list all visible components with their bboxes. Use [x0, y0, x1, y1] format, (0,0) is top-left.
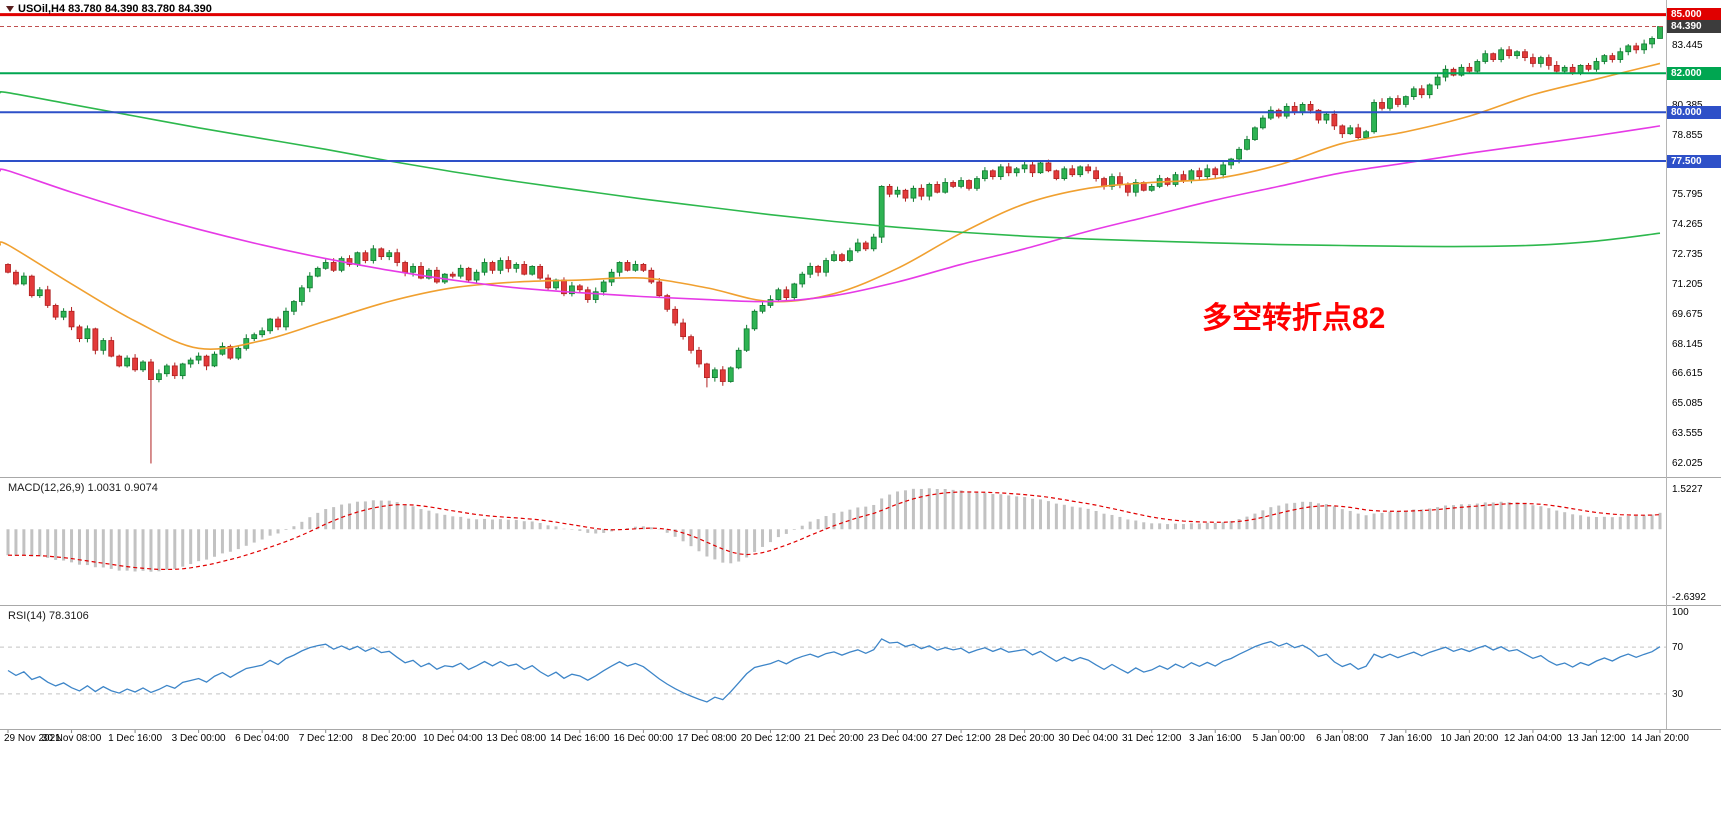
time-axis-label: 31 Dec 12:00: [1121, 733, 1182, 744]
time-axis-label: 6 Dec 04:00: [235, 733, 290, 744]
rsi-axis-label: 100: [1672, 607, 1689, 618]
ma-medium-line: [0, 125, 1661, 303]
price-axis-label: 74.265: [1672, 219, 1703, 231]
panel-divider: [0, 477, 1721, 478]
time-axis-label: 13 Jan 12:00: [1567, 733, 1626, 744]
price-axis-label: 65.085: [1672, 398, 1703, 410]
rsi-axis-label: 70: [1672, 642, 1684, 654]
rsi-line: [7, 638, 1661, 703]
time-axis-label: 7 Jan 16:00: [1379, 733, 1432, 744]
macd-layer: [6, 488, 1662, 572]
candles-layer: [5, 26, 1663, 464]
price-axis-label: 78.855: [1672, 129, 1703, 141]
price-axis-label: 83.445: [1672, 40, 1703, 51]
time-axis-label: 21 Dec 20:00: [804, 733, 864, 744]
hlines-layer: [0, 13, 1666, 163]
ma-slow-line: [0, 91, 1661, 248]
panel-divider: [0, 729, 1721, 730]
time-axis-label: 29 Nov 2021: [4, 733, 61, 744]
time-axis-label: 16 Dec 00:00: [613, 733, 674, 744]
time-axis-label: 17 Dec 08:00: [677, 733, 737, 744]
collapse-triangle-icon[interactable]: [6, 6, 14, 12]
price-badge-82.000[interactable]: 82.000: [1667, 66, 1721, 80]
time-axis-label: 13 Dec 08:00: [486, 733, 547, 744]
price-badge-80.000[interactable]: 80.000: [1667, 105, 1721, 119]
rsi-indicator-label: RSI(14) 78.3106: [8, 610, 89, 622]
macd-axis-label: 1.5227: [1672, 484, 1703, 495]
price-badge-85.000[interactable]: 85.000: [1667, 8, 1721, 22]
time-axis-label: 10 Jan 20:00: [1440, 733, 1499, 744]
time-axis-label: 3 Jan 16:00: [1189, 733, 1242, 744]
time-axis-label: 6 Jan 08:00: [1316, 733, 1369, 744]
time-axis-label: 14 Jan 20:00: [1631, 733, 1689, 744]
rsi-axis-label: 30: [1672, 688, 1684, 700]
time-axis-label: 12 Jan 04:00: [1504, 733, 1562, 744]
price-axis-label: 68.145: [1672, 338, 1703, 350]
time-axis-label: 30 Dec 04:00: [1058, 733, 1118, 744]
time-axis-label: 30 Nov 08:00: [41, 733, 102, 744]
price-badge-77.500[interactable]: 77.500: [1667, 154, 1721, 168]
macd-signal-value: 0.9074: [124, 482, 158, 494]
price-axis-label: 72.735: [1672, 248, 1703, 260]
symbol-ohlc-text: USOil,H4 83.780 84.390 83.780 84.390: [18, 3, 212, 15]
time-axis-label: 1 Dec 16:00: [108, 733, 163, 744]
ma-layer: [0, 62, 1661, 350]
price-axis-label: 75.795: [1672, 189, 1703, 201]
price-axis-label: 63.555: [1672, 428, 1703, 440]
time-axis-label: 10 Dec 04:00: [423, 733, 483, 744]
rsi-value: 78.3106: [48, 610, 89, 622]
macd-main-value: 1.0031: [87, 482, 122, 494]
macd-name: MACD(12,26,9): [8, 482, 85, 494]
price-axis-label: 62.025: [1672, 457, 1703, 469]
price-axis-label: 66.615: [1672, 368, 1703, 380]
time-axis-label: 8 Dec 20:00: [362, 733, 417, 744]
time-axis-label: 28 Dec 20:00: [994, 733, 1055, 744]
ma-fast-line: [0, 62, 1661, 350]
macd-axis-label: -2.6392: [1672, 591, 1706, 603]
time-axis-label: 20 Dec 12:00: [740, 733, 801, 744]
panel-divider: [0, 605, 1721, 606]
time-axis-label: 7 Dec 12:00: [298, 733, 353, 744]
rsi-name: RSI(14): [8, 610, 46, 622]
time-axis-label: 3 Dec 00:00: [171, 733, 226, 744]
chart-annotation: 多空转折点82: [1202, 302, 1386, 335]
time-axis-label: 5 Jan 00:00: [1252, 733, 1305, 744]
price-axis-label: 71.205: [1672, 278, 1703, 290]
time-axis-label: 27 Dec 12:00: [931, 733, 991, 744]
price-axis-label: 69.675: [1672, 308, 1703, 320]
rsi-layer: [0, 638, 1666, 703]
macd-indicator-label: MACD(12,26,9) 1.0031 0.9074: [8, 482, 158, 494]
price-axis-label: 80.385: [1672, 100, 1703, 111]
time-axis-label: 23 Dec 04:00: [867, 733, 928, 744]
time-axis-label: 14 Dec 16:00: [550, 733, 610, 744]
macd-signal-line: [7, 491, 1661, 571]
price-badge-84.390[interactable]: 84.390: [1667, 20, 1721, 34]
symbol-ohlc-title: USOil,H4 83.780 84.390 83.780 84.390: [6, 3, 212, 15]
